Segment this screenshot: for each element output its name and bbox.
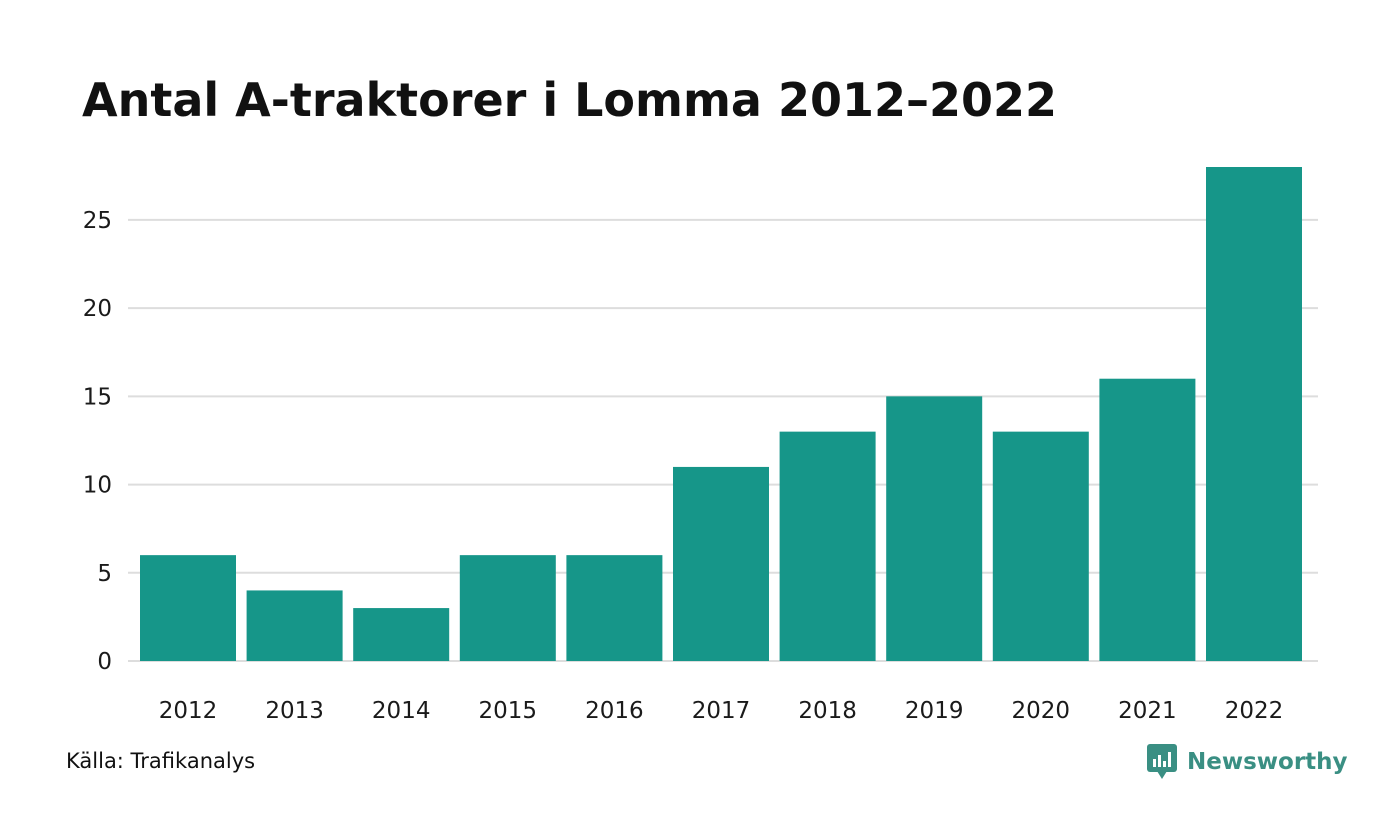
x-tick-label: 2012 bbox=[159, 698, 218, 724]
x-tick-label: 2016 bbox=[585, 698, 644, 724]
x-tick-label: 2017 bbox=[692, 698, 751, 724]
x-tick-label: 2020 bbox=[1012, 698, 1071, 724]
y-tick-label: 10 bbox=[83, 473, 112, 499]
bars bbox=[140, 167, 1302, 661]
bar-chart-bubble-icon bbox=[1147, 744, 1177, 779]
x-tick-label: 2014 bbox=[372, 698, 431, 724]
y-tick-label: 25 bbox=[83, 208, 112, 234]
brand-name: Newsworthy bbox=[1187, 749, 1348, 775]
y-tick-label: 0 bbox=[97, 649, 112, 675]
bar-2012 bbox=[140, 555, 236, 661]
bar-2020 bbox=[992, 431, 1089, 661]
x-axis-tick-labels: 2012 2013 2014 2015 2016 2017 2018 2019 2020 2021… bbox=[159, 698, 1284, 724]
y-axis-tick-labels: 0 5 10 15 20 25 bbox=[83, 208, 112, 675]
bar-2013 bbox=[246, 590, 343, 661]
x-tick-label: 2015 bbox=[479, 698, 538, 724]
x-tick-label: 2022 bbox=[1225, 698, 1284, 724]
bar-2015 bbox=[459, 555, 556, 661]
x-tick-label: 2018 bbox=[798, 698, 857, 724]
x-tick-label: 2021 bbox=[1118, 698, 1177, 724]
chart-title: Antal A-traktorer i Lomma 2012–2022 bbox=[82, 73, 1058, 127]
bar-2014 bbox=[353, 608, 450, 661]
bar-2018 bbox=[779, 431, 876, 661]
bar-2019 bbox=[886, 396, 983, 661]
bar-2021 bbox=[1099, 378, 1196, 661]
bar-2017 bbox=[673, 466, 769, 661]
bar-2016 bbox=[566, 555, 663, 661]
y-tick-label: 15 bbox=[83, 384, 112, 410]
source-note: Källa: Trafikanalys bbox=[66, 749, 256, 773]
bar-2022 bbox=[1206, 167, 1302, 661]
y-tick-label: 20 bbox=[83, 296, 112, 322]
x-tick-label: 2013 bbox=[265, 698, 324, 724]
brand-logo: Newsworthy bbox=[1147, 744, 1348, 780]
x-tick-label: 2019 bbox=[905, 698, 964, 724]
y-tick-label: 5 bbox=[97, 561, 112, 587]
